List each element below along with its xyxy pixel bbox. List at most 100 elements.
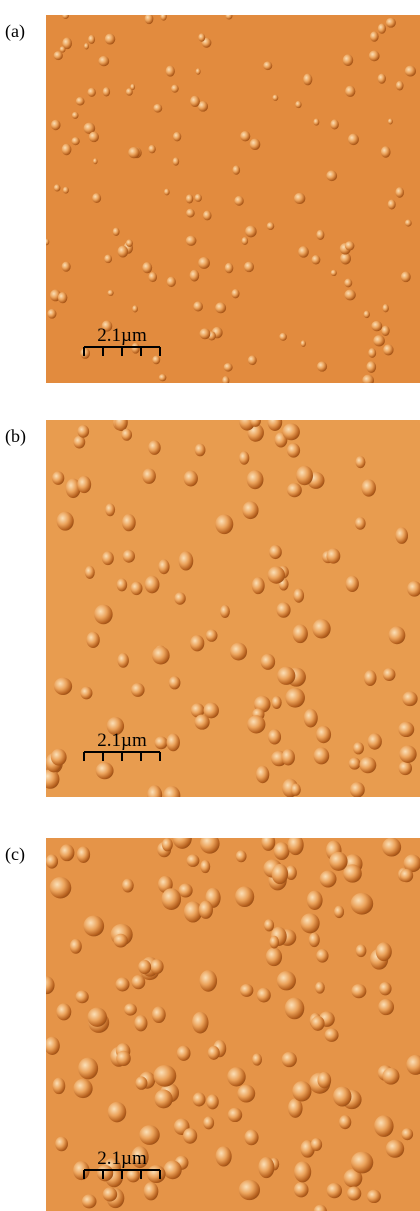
particle	[300, 340, 306, 348]
particle	[249, 138, 261, 150]
particle	[126, 1168, 140, 1183]
particle	[316, 229, 325, 241]
particle	[83, 122, 96, 134]
particle	[279, 332, 287, 341]
particle	[367, 1189, 381, 1204]
particle	[293, 1182, 309, 1198]
particle	[189, 269, 200, 282]
particle	[152, 355, 161, 365]
particle	[395, 80, 404, 91]
particle	[101, 551, 114, 566]
particle	[107, 1101, 127, 1123]
particle	[286, 443, 301, 458]
particle	[172, 838, 192, 849]
particle	[59, 844, 75, 862]
panel: (b) 2.1µm	[5, 420, 420, 797]
particle	[312, 618, 331, 639]
particle	[363, 310, 370, 319]
particle	[310, 1015, 325, 1031]
particle	[62, 15, 69, 19]
particle	[150, 959, 164, 975]
particle	[235, 886, 255, 907]
particle	[375, 942, 392, 962]
particle	[160, 15, 167, 21]
particle	[276, 971, 296, 991]
particle	[147, 785, 163, 797]
particle	[190, 703, 205, 718]
particle	[62, 186, 69, 194]
particle	[403, 854, 420, 873]
particle	[185, 194, 194, 204]
particle	[382, 838, 402, 857]
particle	[387, 199, 396, 210]
particle	[329, 851, 348, 871]
particle	[306, 890, 323, 911]
particle	[50, 119, 61, 131]
particle	[61, 143, 72, 156]
particle	[144, 15, 154, 25]
particle	[404, 219, 412, 227]
particle	[191, 1011, 209, 1034]
particle	[86, 631, 100, 649]
particle	[333, 1086, 352, 1107]
particle	[166, 276, 176, 288]
particle	[71, 111, 79, 119]
particle	[168, 676, 181, 690]
particle	[348, 757, 361, 770]
panel-label: (c)	[5, 844, 25, 865]
particle	[116, 578, 128, 592]
particle	[52, 1077, 66, 1095]
panel: (c) 2.1µm	[5, 838, 420, 1211]
particle	[317, 1071, 332, 1089]
particle	[116, 1050, 131, 1066]
particle	[198, 33, 206, 42]
particle	[366, 361, 377, 373]
particle	[200, 859, 211, 874]
particle	[379, 981, 392, 996]
particle	[229, 642, 248, 661]
particle	[377, 23, 387, 34]
particle	[308, 932, 320, 948]
particle	[95, 762, 114, 780]
particle	[46, 1036, 60, 1055]
particle	[398, 761, 413, 776]
particle	[388, 626, 406, 645]
particle	[102, 87, 111, 97]
particle	[203, 702, 219, 719]
particle	[258, 1156, 275, 1179]
particle	[223, 362, 233, 372]
scale-bar-label: 2.1µm	[97, 730, 147, 751]
particle	[101, 320, 113, 332]
panel-label: (b)	[5, 426, 26, 447]
particle	[88, 131, 99, 143]
particle	[76, 846, 91, 863]
particle	[198, 256, 210, 269]
particle	[344, 278, 353, 288]
particle	[161, 888, 182, 911]
particle	[152, 646, 170, 665]
particle	[330, 119, 339, 130]
particle	[46, 976, 55, 995]
particle	[237, 1084, 256, 1103]
particle	[296, 465, 313, 486]
particle	[46, 238, 50, 246]
particle	[87, 1007, 107, 1027]
particle	[256, 987, 271, 1003]
particle	[401, 1128, 414, 1141]
particle	[94, 604, 113, 625]
particle	[383, 344, 394, 356]
particle	[194, 714, 210, 730]
particle	[171, 84, 179, 93]
particle	[300, 913, 320, 934]
particle	[272, 94, 279, 101]
particle	[112, 227, 120, 236]
particle	[107, 289, 114, 297]
particle	[263, 919, 275, 932]
particle	[142, 468, 156, 484]
particle	[267, 566, 286, 584]
particle	[220, 604, 230, 618]
particle	[190, 95, 200, 108]
particle	[387, 118, 393, 125]
